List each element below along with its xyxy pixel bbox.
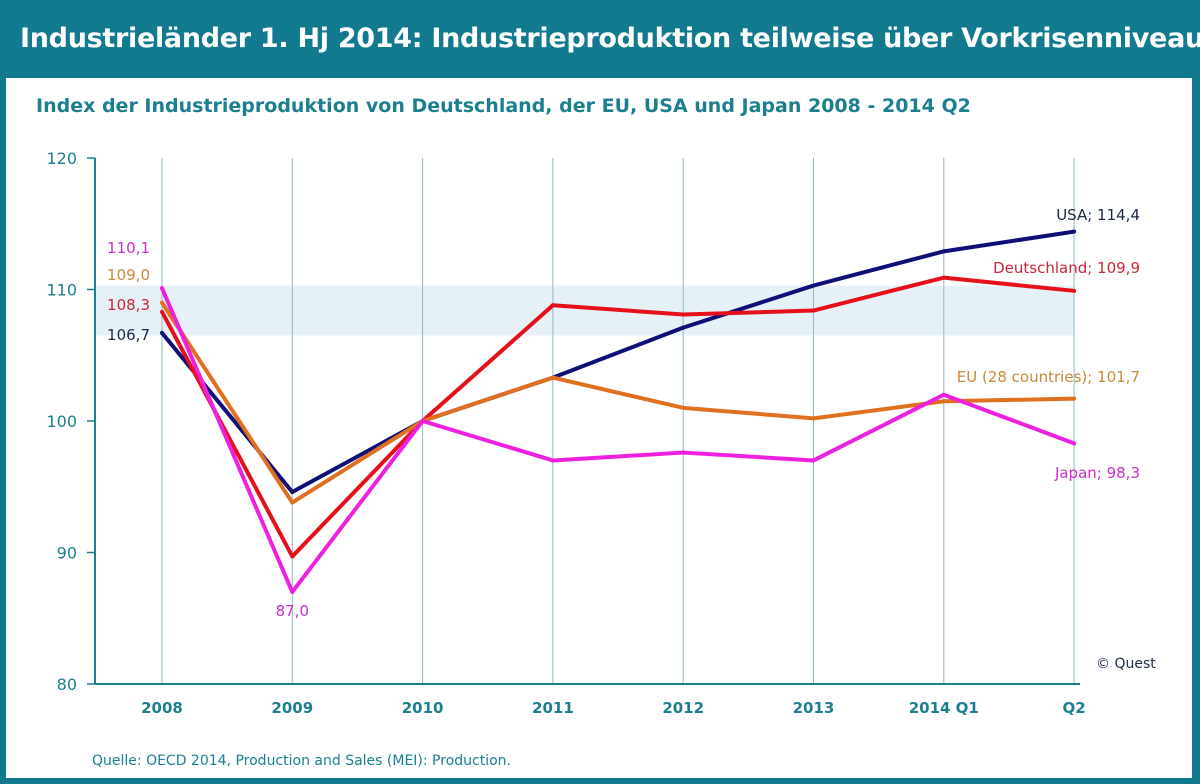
end-label-japan: Japan; 98,3: [1054, 464, 1140, 482]
x-tick-label: 2013: [793, 699, 835, 717]
end-label-usa: USA; 114,4: [1056, 206, 1140, 224]
data-point-usa: [1072, 229, 1077, 234]
series-line-usa: [160, 229, 1075, 495]
x-tick-label: 2011: [532, 699, 574, 717]
data-point-usa: [941, 249, 946, 254]
x-tick-label: 2010: [402, 699, 444, 717]
data-point-eu-28-countries: [941, 399, 946, 404]
y-tick-label: 110: [46, 281, 77, 300]
data-point-deutschland: [811, 308, 816, 313]
data-point-usa: [811, 283, 816, 288]
data-point-deutschland: [1072, 288, 1077, 293]
y-tick-label: 120: [46, 149, 77, 168]
data-point-japan: [160, 286, 164, 291]
end-label-eu-28-countries: EU (28 countries); 101,7: [957, 368, 1140, 386]
line-chart: Index der Industrieproduktion von Deutsc…: [36, 95, 1156, 769]
data-point-eu-28-countries: [681, 405, 686, 410]
chart-title: Index der Industrieproduktion von Deutsc…: [36, 95, 971, 117]
data-point-eu-28-countries: [811, 416, 816, 421]
data-point-japan: [941, 392, 946, 397]
y-tick-label: 90: [57, 544, 77, 563]
copyright-label: © Quest: [1096, 656, 1156, 672]
source-note: Quelle: OECD 2014, Production and Sales …: [92, 753, 511, 769]
start-label-deutschland: 108,3: [107, 296, 150, 314]
end-label-deutschland: Deutschland; 109,9: [993, 259, 1140, 277]
data-point-deutschland: [941, 275, 946, 280]
start-label-eu-28-countries: 109,0: [107, 266, 150, 284]
data-point-deutschland: [290, 554, 295, 559]
series-line-deutschland: [160, 275, 1075, 559]
y-tick-label: 80: [57, 675, 77, 694]
x-tick-label: 2008: [141, 699, 183, 717]
data-point-japan: [681, 450, 686, 455]
start-label-japan: 110,1: [107, 239, 150, 257]
data-point-eu-28-countries: [550, 375, 555, 380]
data-point-usa: [160, 330, 164, 335]
y-tick-label: 100: [46, 412, 77, 431]
data-point-eu-28-countries: [290, 500, 295, 505]
data-point-eu-28-countries: [1072, 396, 1077, 401]
data-point-japan: [550, 458, 555, 463]
data-point-usa: [681, 325, 686, 330]
x-tick-label: 2014 Q1: [909, 699, 979, 717]
x-tick-label: 2012: [662, 699, 704, 717]
series-line-japan: [160, 287, 1075, 594]
data-point-deutschland: [550, 303, 555, 308]
start-label-usa: 106,7: [107, 326, 150, 344]
data-point-deutschland: [160, 309, 164, 314]
data-point-japan: [1072, 441, 1077, 446]
x-tick-label: Q2: [1062, 699, 1085, 717]
data-point-japan: [811, 458, 816, 463]
data-point-eu-28-countries: [160, 300, 164, 305]
data-point-japan: [290, 589, 295, 594]
page-title: Industrieländer 1. Hj 2014: Industriepro…: [20, 23, 1200, 54]
data-point-deutschland: [681, 312, 686, 317]
data-point-japan: [420, 419, 425, 423]
data-point-usa: [290, 490, 295, 495]
min-label-japan: 87,0: [276, 602, 309, 620]
chart-panel: Index der Industrieproduktion von Deutsc…: [6, 78, 1192, 778]
x-tick-label: 2009: [271, 699, 313, 717]
reference-band: [95, 285, 1075, 336]
